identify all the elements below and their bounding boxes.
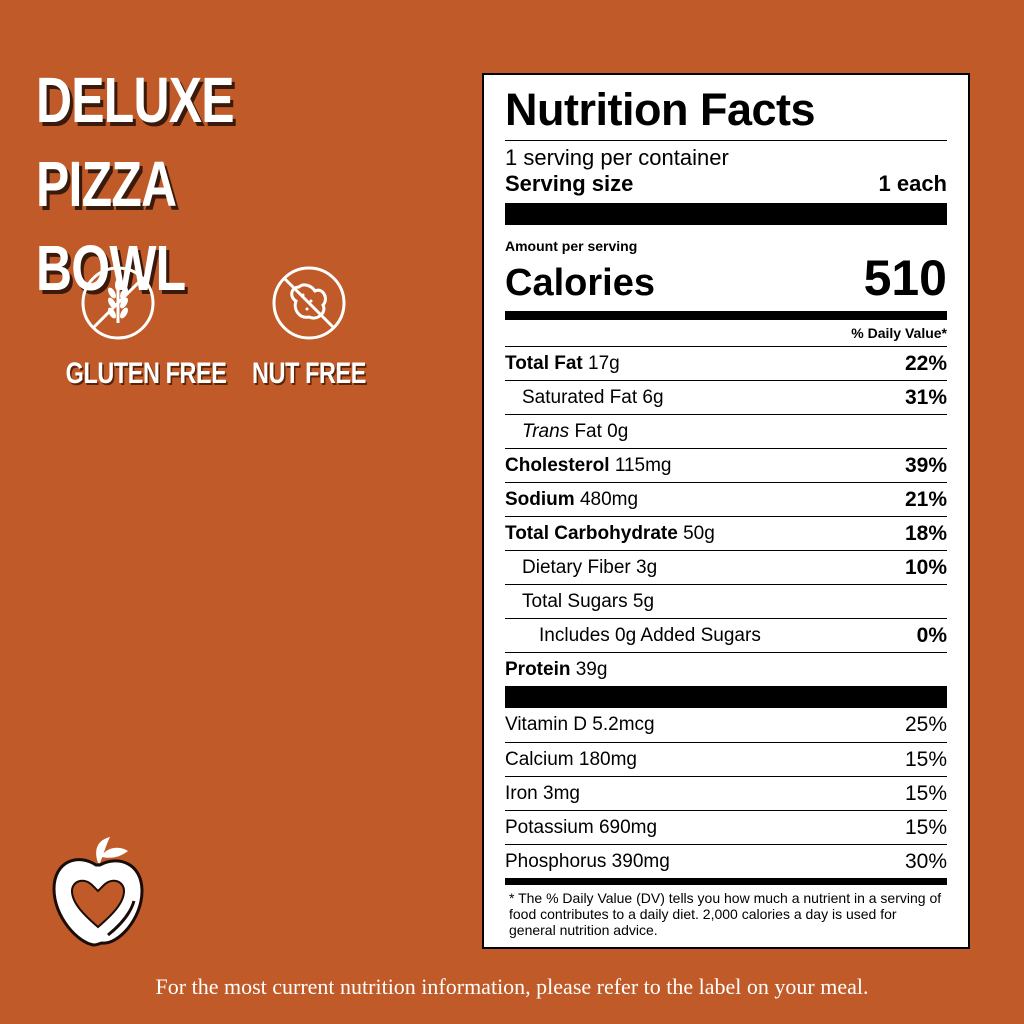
nutrient-amount: 17g	[588, 352, 620, 374]
calories-row: Calories 510	[505, 253, 947, 311]
apple-heart-logo	[52, 837, 144, 947]
nutrient-dv: 31%	[904, 385, 947, 409]
nutrient-row-total-sugars: Total Sugars 5g	[505, 584, 947, 618]
nutrient-amount: 5g	[632, 590, 655, 612]
nutrient-amount: Fat 0g	[574, 420, 629, 442]
vitamin-name: Calcium 180mg	[505, 748, 637, 770]
nut-free-label: NUT FREE	[252, 357, 366, 390]
gluten-free-label: GLUTEN FREE	[65, 357, 227, 390]
vitamin-name: Phosphorus 390mg	[505, 850, 670, 872]
no-peanut-icon	[272, 266, 346, 340]
nutrient-dv: 18%	[904, 521, 947, 545]
nutrient-dv: 10%	[904, 555, 947, 579]
vitamin-name: Vitamin D 5.2mcg	[505, 714, 655, 735]
nutrition-facts-title: Nutrition Facts	[505, 84, 816, 135]
nutrient-dv: 39%	[904, 453, 947, 477]
nutrient-amount: 3g	[636, 556, 658, 578]
no-wheat-icon	[81, 266, 155, 340]
nutrient-row-total-fat: Total Fat 17g 22%	[505, 346, 947, 380]
vitamin-dv: 30%	[904, 849, 947, 873]
nutrient-name: Total Fat	[505, 352, 583, 374]
product-title: DELUXE PIZZA BOWL	[36, 58, 348, 310]
nutrient-amount: 50g	[683, 522, 715, 544]
nutrient-dv: 22%	[904, 351, 947, 375]
nutrient-name: Includes 0g Added Sugars	[539, 624, 761, 646]
nutrient-name: Dietary Fiber	[522, 556, 631, 578]
vitamin-name: Iron 3mg	[505, 782, 580, 804]
nutrient-row-dietary-fiber: Dietary Fiber 3g 10%	[505, 550, 947, 584]
vitamin-dv: 15%	[904, 781, 947, 805]
nutrient-dv: 0%	[916, 623, 947, 647]
daily-value-header: % Daily Value*	[851, 325, 947, 341]
vitamin-name: Potassium 690mg	[505, 816, 658, 838]
nutrient-name: Total Sugars	[522, 590, 628, 612]
nutrient-name: Cholesterol	[505, 454, 610, 476]
nutrient-dv: 21%	[904, 487, 947, 511]
gluten-free-badge: GLUTEN FREE	[43, 265, 227, 391]
nut-free-badge: NUT FREE	[234, 265, 384, 391]
vitamin-row: Phosphorus 390mg 30%	[505, 844, 947, 878]
vitamin-row: Calcium 180mg 15%	[505, 742, 947, 776]
nutrition-facts-label: Nutrition Facts 1 serving per container …	[482, 73, 970, 949]
nutrient-amount: 480mg	[579, 488, 639, 510]
product-title-line1: DELUXE PIZZA	[36, 64, 235, 220]
vitamin-row: Potassium 690mg 15%	[505, 810, 947, 844]
nutrient-row-added-sugars: Includes 0g Added Sugars 0%	[505, 618, 947, 652]
vitamin-dv: 15%	[904, 815, 947, 839]
nutrient-name: Trans	[522, 420, 570, 442]
footer-note: For the most current nutrition informati…	[155, 974, 869, 999]
nutrient-name: Protein	[505, 658, 571, 680]
nutrient-row-protein: Protein 39g	[505, 652, 947, 686]
amount-per-serving: Amount per serving	[505, 238, 638, 254]
vitamin-dv: 25%	[904, 713, 947, 736]
vitamin-row: Vitamin D 5.2mcg 25%	[505, 708, 947, 742]
calories-label: Calories	[505, 262, 655, 304]
serving-size-value: 1 each	[878, 171, 948, 196]
servings-per-container: 1 serving per container	[505, 145, 729, 170]
nutrient-row-trans-fat: Trans Fat 0g	[505, 414, 947, 448]
nutrient-name: Saturated Fat	[522, 386, 638, 408]
serving-size-row: Serving size 1 each	[505, 173, 947, 203]
nutrient-amount: 39g	[575, 658, 608, 680]
nutrient-amount: 115mg	[614, 454, 672, 476]
nutrient-name: Sodium	[505, 488, 575, 510]
nutrient-amount: 6g	[642, 386, 664, 408]
nutrient-name: Total Carbohydrate	[505, 522, 678, 544]
daily-value-footnote: * The % Daily Value (DV) tells you how m…	[509, 890, 942, 938]
vitamin-dv: 15%	[904, 747, 947, 771]
serving-size-label: Serving size	[505, 171, 634, 196]
nutrient-row-sodium: Sodium 480mg 21%	[505, 482, 947, 516]
nutrient-row-total-carbohydrate: Total Carbohydrate 50g 18%	[505, 516, 947, 550]
nutrient-row-cholesterol: Cholesterol 115mg 39%	[505, 448, 947, 482]
vitamin-row: Iron 3mg 15%	[505, 776, 947, 810]
calories-value: 510	[863, 250, 947, 306]
nutrient-row-saturated-fat: Saturated Fat 6g 31%	[505, 380, 947, 414]
